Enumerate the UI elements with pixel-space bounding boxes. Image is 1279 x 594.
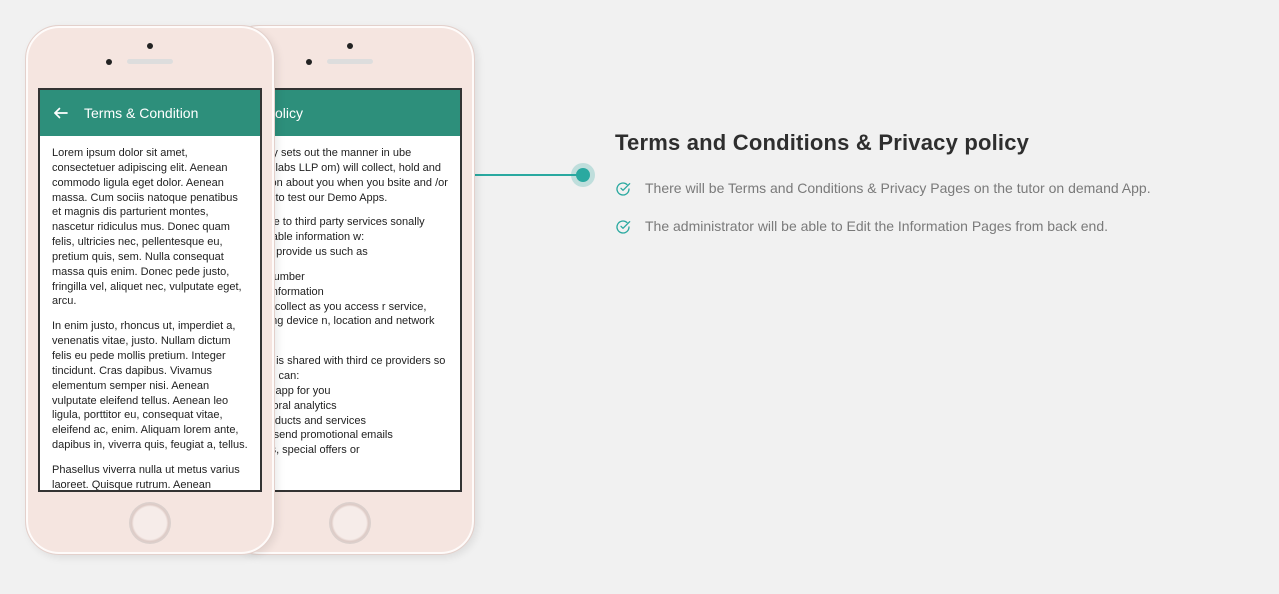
sensor-dot (147, 43, 153, 49)
phone-front: Terms & Condition Lorem ipsum dolor sit … (25, 25, 275, 555)
appbar-terms: Terms & Condition (40, 90, 260, 136)
sensor-dot (347, 43, 353, 49)
section-heading: Terms and Conditions & Privacy policy (615, 130, 1239, 156)
connector-line (460, 174, 578, 176)
phone-mockups: acy Policy y Policy sets out the manner … (25, 25, 450, 570)
bullet-text: The administrator will be able to Edit t… (645, 218, 1108, 234)
home-button[interactable] (329, 502, 371, 544)
check-circle-icon (615, 219, 631, 238)
bullet-item: There will be Terms and Conditions & Pri… (615, 180, 1239, 200)
connector-dot (576, 168, 590, 182)
earpiece (127, 59, 173, 64)
earpiece (327, 59, 373, 64)
right-panel: Terms and Conditions & Privacy policy Th… (615, 130, 1239, 256)
bullet-item: The administrator will be able to Edit t… (615, 218, 1239, 238)
front-camera (106, 59, 112, 65)
terms-p3: Phasellus viverra nulla ut metus varius … (52, 463, 248, 490)
terms-p1: Lorem ipsum dolor sit amet, consectetuer… (52, 146, 248, 309)
terms-p2: In enim justo, rhoncus ut, imperdiet a, … (52, 319, 248, 453)
phone-front-screen: Terms & Condition Lorem ipsum dolor sit … (38, 88, 262, 492)
bullet-text: There will be Terms and Conditions & Pri… (645, 180, 1151, 196)
check-circle-icon (615, 181, 631, 200)
front-camera (306, 59, 312, 65)
home-button[interactable] (129, 502, 171, 544)
appbar-title: Terms & Condition (84, 105, 198, 121)
terms-content: Lorem ipsum dolor sit amet, consectetuer… (40, 136, 260, 490)
connector (460, 168, 590, 182)
back-arrow-icon[interactable] (52, 104, 70, 122)
